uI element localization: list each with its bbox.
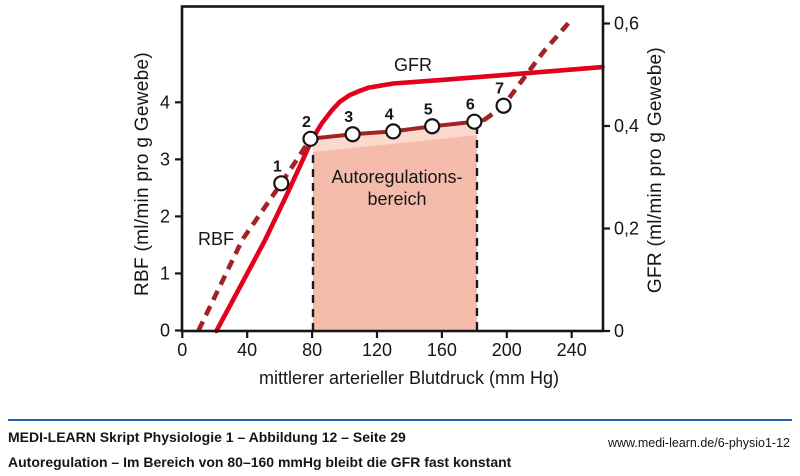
left-y-tick-label: 3 xyxy=(160,149,170,169)
x-tick-label: 240 xyxy=(557,340,587,360)
rbf-point-number-6: 6 xyxy=(466,97,475,114)
plot-frame xyxy=(180,5,605,333)
right-y-tick-label: 0,6 xyxy=(614,14,639,34)
right-y-tick-label: 0,2 xyxy=(614,219,639,239)
left-y-tick-label: 1 xyxy=(160,263,170,283)
footer-caption: Autoregulation – Im Bereich von 80–160 m… xyxy=(8,454,512,470)
left-y-tick-label: 0 xyxy=(160,321,170,341)
rbf-point-number-7: 7 xyxy=(495,81,504,98)
x-tick-label: 40 xyxy=(237,340,257,360)
x-tick-label: 160 xyxy=(427,340,457,360)
rbf-point-marker-4 xyxy=(385,123,402,140)
gfr-curve xyxy=(214,64,605,334)
rbf-point-marker-2 xyxy=(302,130,319,147)
left-y-axis-title: RBF (ml/min pro g Gewebe) xyxy=(132,52,153,296)
rbf-point-marker-3 xyxy=(344,126,361,143)
footer-url: www.medi-learn.de/6-physio1-12 xyxy=(607,436,790,450)
autoregulation-annotation-line1: Autoregulations- xyxy=(331,167,462,187)
gfr-curve-label: GFR xyxy=(394,55,432,75)
data-point-markers-layer: 1 2 3 4 5 6 7 xyxy=(273,81,512,192)
autoregulation-band xyxy=(313,135,477,330)
right-y-tick-label: 0,4 xyxy=(614,116,639,136)
rbf-point-marker-7 xyxy=(495,97,512,114)
footer: MEDI-LEARN Skript Physiologie 1 – Abbild… xyxy=(0,419,800,476)
rbf-point-number-4: 4 xyxy=(385,106,394,123)
footer-divider xyxy=(8,419,792,421)
x-tick-label: 80 xyxy=(302,340,322,360)
rbf-curve-label: RBF xyxy=(198,229,234,249)
rbf-point-number-5: 5 xyxy=(424,101,433,118)
rbf-point-marker-1 xyxy=(273,175,290,192)
rbf-point-number-1: 1 xyxy=(273,158,282,175)
right-y-tick-label: 0 xyxy=(614,321,624,341)
left-y-tick-label: 2 xyxy=(160,206,170,226)
rbf-curve-segment-1 xyxy=(196,137,313,332)
right-y-axis-title: GFR (ml/min pro g Gewebe) xyxy=(645,47,666,293)
rbf-point-marker-5 xyxy=(424,118,441,135)
x-tick-label: 200 xyxy=(492,340,522,360)
left-y-tick-label: 4 xyxy=(160,92,170,112)
autoregulation-annotation-line2: bereich xyxy=(367,189,426,209)
x-tick-label: 0 xyxy=(177,340,187,360)
autoregulation-band-layer xyxy=(311,123,479,330)
x-axis-title: mittlerer arterieller Blutdruck (mm Hg) xyxy=(259,368,559,388)
rbf-point-number-2: 2 xyxy=(302,114,311,131)
rbf-curve-segment-3 xyxy=(482,21,571,122)
footer-source-line: MEDI-LEARN Skript Physiologie 1 – Abbild… xyxy=(8,429,406,445)
rbf-point-marker-6 xyxy=(466,113,483,130)
x-tick-label: 120 xyxy=(362,340,392,360)
rbf-point-number-3: 3 xyxy=(344,109,353,126)
